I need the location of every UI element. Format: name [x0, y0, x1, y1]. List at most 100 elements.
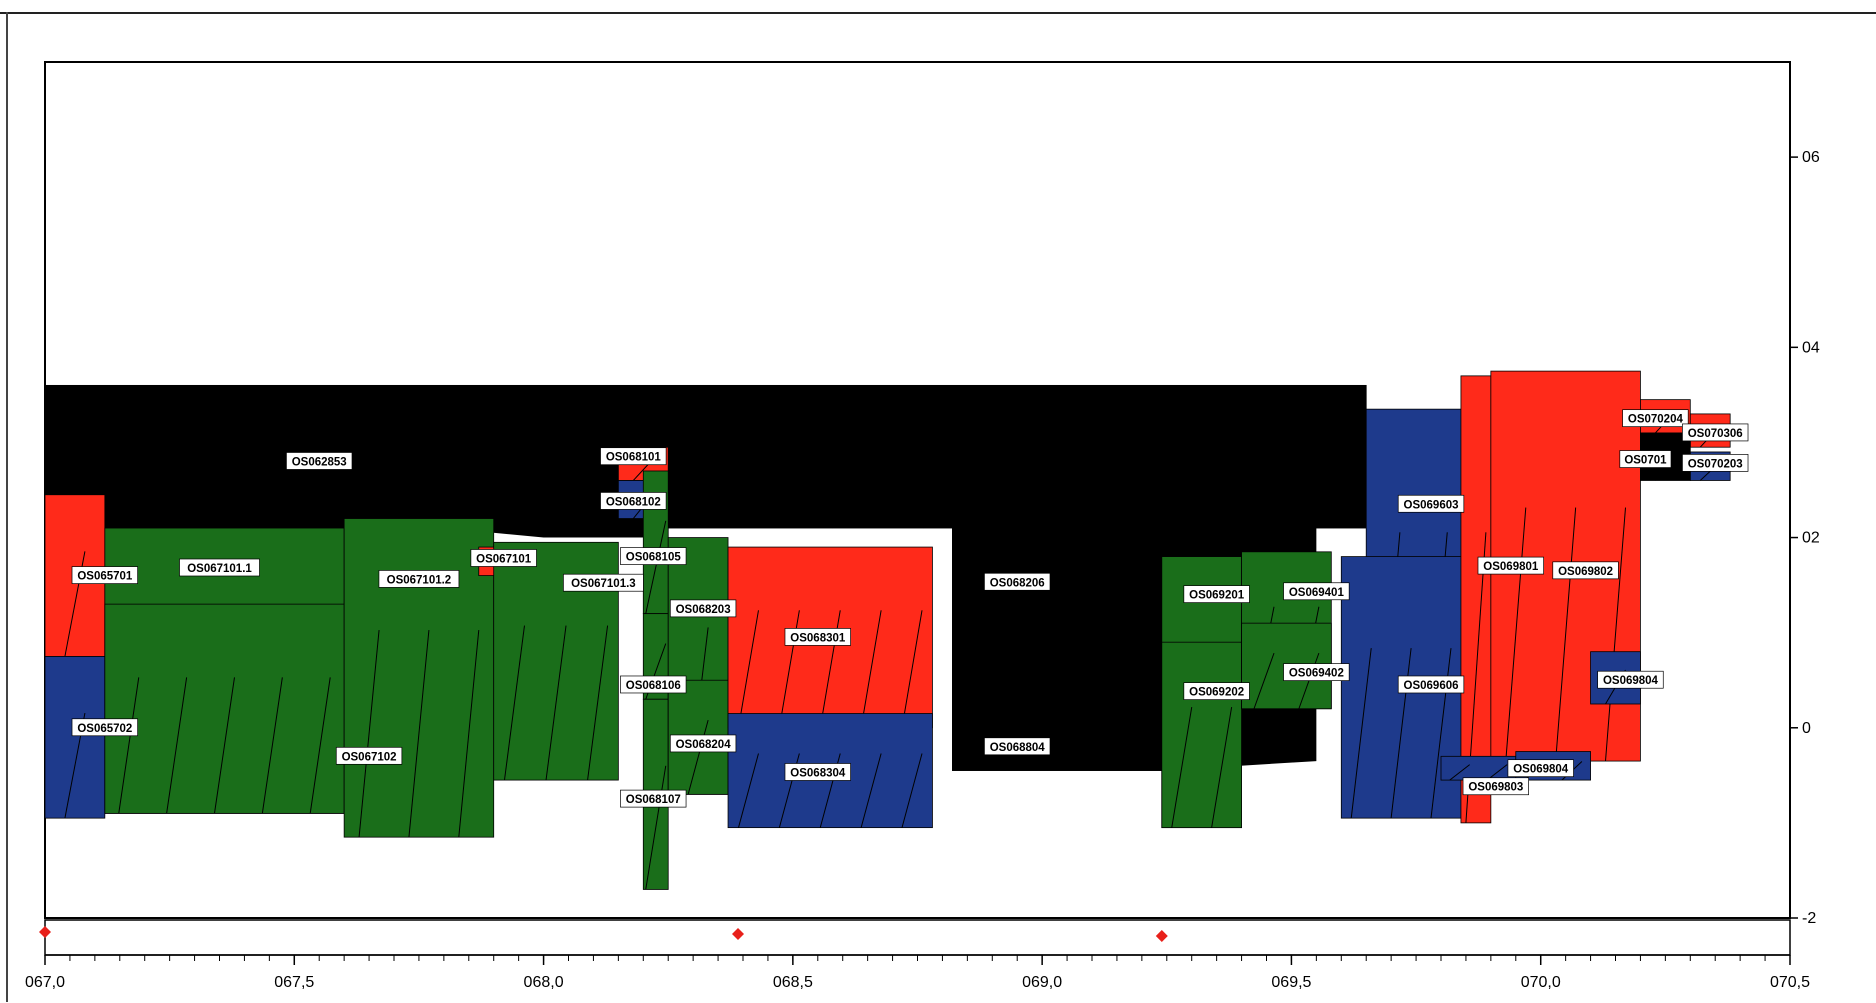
- segment-label-box: [1183, 585, 1250, 603]
- segment-hatch: [330, 435, 352, 529]
- segment-label-box: [669, 734, 737, 753]
- segment-hatch: [645, 765, 667, 890]
- x-tick-label: 070,5: [1770, 974, 1810, 991]
- segment-hatch: [901, 610, 923, 728]
- segment-label-box: [563, 573, 644, 592]
- segment-hatch: [737, 610, 759, 728]
- segment-label-OS069804: OS069804: [1513, 764, 1569, 776]
- segment-hatch: [118, 677, 140, 814]
- segment-label-OS068206: OS068206: [990, 577, 1045, 589]
- segment-label-OS070203: OS070203: [1688, 458, 1743, 470]
- x-tick-label: 067,5: [274, 974, 314, 991]
- segment-hatch: [558, 435, 580, 529]
- segment-label-box: [71, 718, 138, 737]
- marker-diamond: [39, 926, 51, 938]
- segment-label-box: [984, 572, 1051, 591]
- segment-label-OS068203: OS068203: [676, 604, 731, 616]
- segment-label-box: [1283, 663, 1350, 681]
- segment-hatch: [1449, 764, 1471, 781]
- segment-hatch: [645, 520, 667, 614]
- segment-hatch: [458, 630, 480, 838]
- segment-label-box: [984, 737, 1051, 756]
- segment-hatch: [285, 435, 307, 529]
- segment-hatch: [512, 435, 534, 529]
- segment-hatch: [503, 625, 525, 781]
- segment-hatch: [922, 435, 944, 529]
- segment-hatch: [587, 625, 609, 781]
- segment-hatch: [1505, 507, 1527, 762]
- segment-OS069801: [1460, 375, 1492, 824]
- segment-label-box: [1682, 423, 1749, 442]
- segment-hatch: [358, 630, 380, 838]
- segment-hatch: [421, 435, 443, 529]
- segment-label-box: [1477, 556, 1544, 575]
- segment-label-OS069401: OS069401: [1289, 587, 1345, 599]
- segment-label-box: [1397, 675, 1465, 694]
- segment-label-box: [620, 547, 687, 565]
- segment-label-OS068107: OS068107: [626, 794, 681, 806]
- segment-hatch: [687, 720, 709, 795]
- segment-OS065702: [44, 656, 106, 819]
- segment-hatch: [740, 435, 762, 529]
- segment-label-box: [71, 566, 138, 584]
- segment-hatch: [148, 435, 170, 529]
- segment-hatch: [877, 435, 899, 529]
- segment-label-OS069803: OS069803: [1468, 782, 1523, 794]
- segment-hatch: [860, 753, 882, 828]
- segment-hatch: [1555, 507, 1577, 762]
- segment-label-OS069804: OS069804: [1603, 675, 1659, 687]
- segment-hatch: [831, 435, 853, 529]
- marker-strip: [44, 919, 1791, 956]
- segment-label-OS067101: OS067101: [476, 553, 532, 565]
- segment-OS069803: [1440, 755, 1517, 781]
- segment-label-box: [784, 763, 851, 781]
- segment-hatch: [1241, 435, 1263, 529]
- segment-label-OS068106: OS068106: [626, 680, 681, 692]
- segment-label-box: [784, 628, 851, 646]
- segment-label-box: [1183, 682, 1250, 700]
- segment-label-box: [620, 789, 687, 808]
- segment-label-box: [1682, 454, 1749, 472]
- y-tick-label: 0: [1802, 720, 1811, 737]
- segment-hatch: [1332, 435, 1354, 529]
- y-tick-label: 02: [1802, 530, 1820, 547]
- segment-label-OS068804: OS068804: [990, 742, 1046, 754]
- segment-hatch: [860, 610, 882, 728]
- segment-hatch: [166, 677, 188, 814]
- segment-hatch: [376, 435, 398, 529]
- segment-hatch: [309, 677, 331, 814]
- segment-label-OS068304: OS068304: [790, 767, 846, 779]
- x-tick-label: 069,5: [1271, 974, 1311, 991]
- segment-hatch: [901, 753, 923, 828]
- y-tick-label: 04: [1802, 339, 1820, 356]
- segment-hatch: [102, 435, 124, 529]
- segment-label-box: [1597, 670, 1664, 689]
- segment-label-box: [378, 570, 460, 588]
- segment-label-box: [1622, 409, 1689, 428]
- segment-hatch: [1605, 507, 1626, 762]
- segment-label-OS069402: OS069402: [1289, 668, 1344, 680]
- segment-label-OS0701: OS0701: [1624, 455, 1667, 467]
- segment-hatch: [408, 630, 430, 838]
- segment-hatch: [1287, 435, 1309, 529]
- x-tick-label: 067,0: [25, 974, 65, 991]
- segment-hatch: [1130, 575, 1152, 771]
- segment-hatch: [738, 753, 759, 828]
- segment-label-OS067101.2: OS067101.2: [387, 574, 452, 586]
- x-tick-label: 069,0: [1022, 974, 1062, 991]
- segment-hatch: [1196, 435, 1218, 529]
- segment-label-OS068204: OS068204: [676, 739, 732, 751]
- segment-hatch: [1350, 648, 1372, 819]
- segment-label-OS068101: OS068101: [606, 452, 662, 464]
- y-tick-label: 06: [1802, 149, 1820, 166]
- segment-label-box: [286, 452, 353, 470]
- segment-label-box: [179, 558, 260, 577]
- segment-label-box: [600, 492, 667, 510]
- segment-label-box: [335, 746, 403, 765]
- segment-label-box: [1462, 777, 1529, 796]
- segment-label-OS070306: OS070306: [1688, 428, 1743, 440]
- segment-label-box: [669, 599, 737, 618]
- segment-OS069202: [1161, 641, 1242, 829]
- segment-hatch: [1171, 707, 1193, 828]
